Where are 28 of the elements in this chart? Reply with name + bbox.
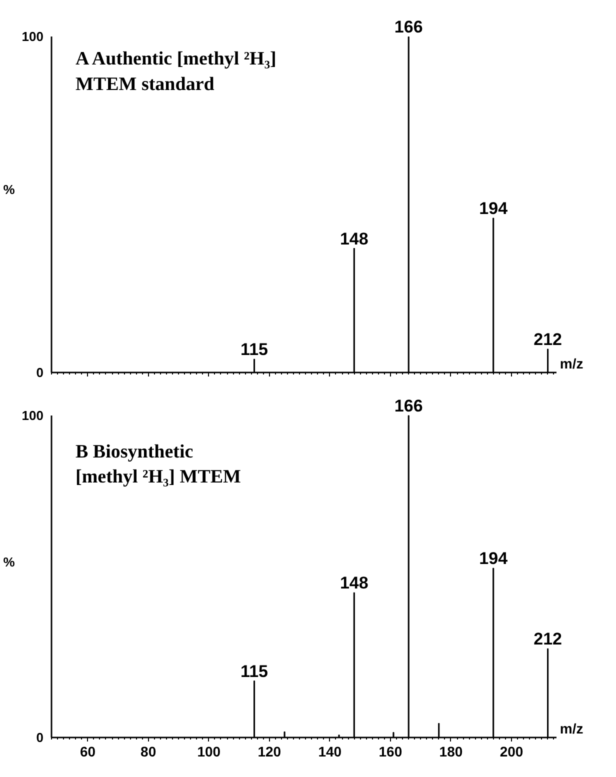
x-tick-label: 100 — [197, 744, 221, 760]
annotation: 194 — [479, 199, 508, 218]
annotation: 148 — [340, 574, 368, 593]
y-tick-label: 0 — [36, 365, 44, 380]
annotation: 115 — [240, 340, 268, 360]
x-tick-label: 120 — [258, 744, 282, 760]
annotation: 212 — [534, 330, 562, 349]
x-tick-label: 180 — [439, 744, 463, 760]
x-axis-title: m/z — [560, 356, 584, 372]
y-tick-label: 0 — [36, 730, 44, 745]
annotation: 212 — [534, 630, 562, 649]
x-tick-label: 200 — [500, 744, 524, 760]
x-tick-label: 80 — [140, 744, 156, 760]
y-tick-label: 100 — [22, 29, 44, 44]
text: B Biosynthetic [methyl ²H₃] MTEM — [76, 441, 242, 488]
annotation: 166 — [394, 396, 423, 416]
y-axis-title: % — [3, 554, 16, 570]
annotation: 148 — [340, 229, 368, 248]
x-tick-label: 140 — [318, 744, 342, 760]
x-tick-label: 60 — [80, 744, 96, 760]
y-tick-label: 100 — [22, 408, 44, 423]
y-axis-title: % — [3, 182, 16, 197]
annotation: 194 — [479, 549, 508, 568]
annotation: 166 — [394, 18, 423, 37]
x-axis-title: m/z — [560, 720, 584, 736]
x-tick-label: 160 — [378, 744, 402, 760]
text: A Authentic [methyl ²H₃] MTEM standard — [76, 48, 276, 95]
annotation: 115 — [240, 662, 268, 681]
